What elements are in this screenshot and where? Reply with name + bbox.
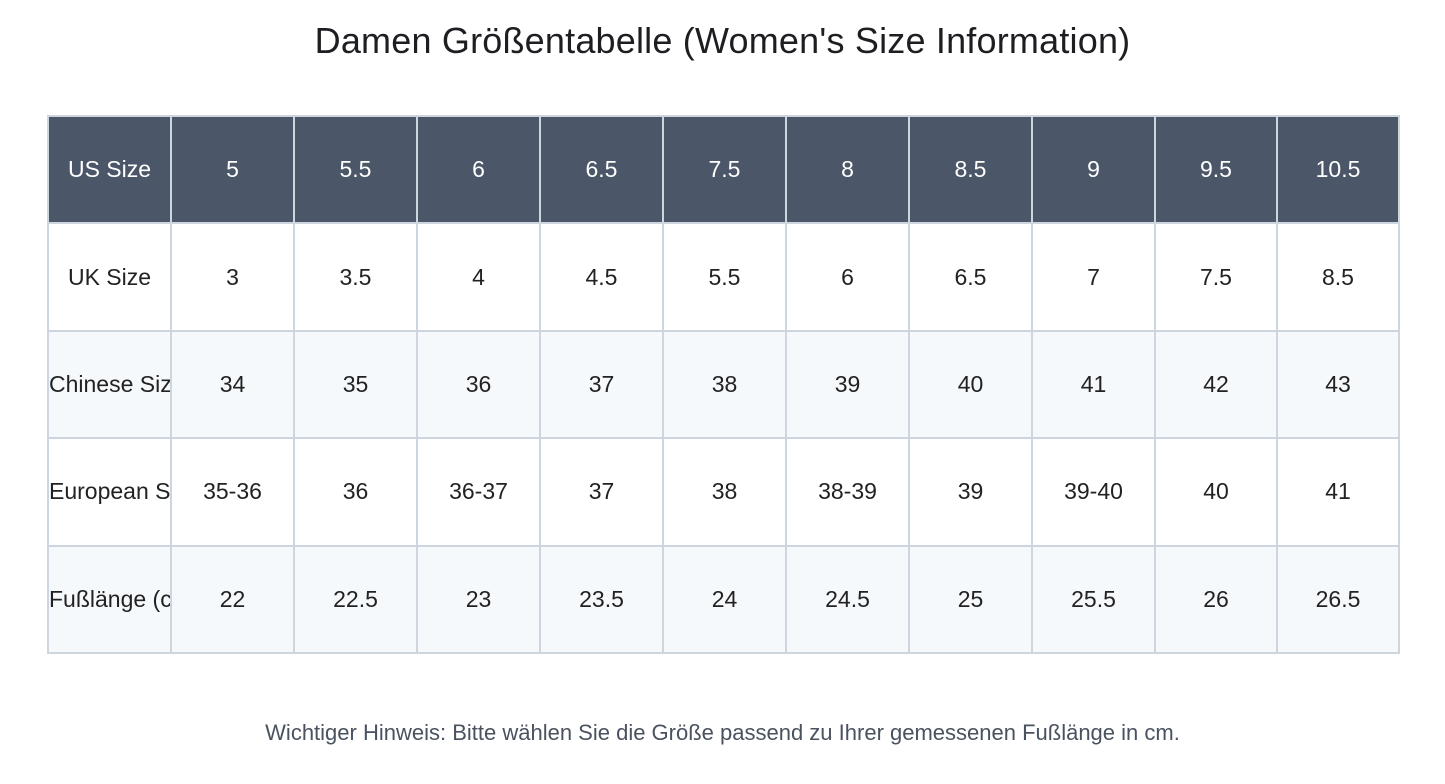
- table-cell: 38-39: [785, 437, 910, 547]
- table-cell: 37: [539, 437, 664, 547]
- row-label-chinese-size: Chinese Size: [47, 329, 172, 440]
- table-cell: 38: [662, 329, 787, 440]
- table-cell: 35: [293, 329, 418, 440]
- page-title: Damen Größentabelle (Women's Size Inform…: [314, 20, 1131, 61]
- table-cell: 10.5: [1276, 114, 1400, 225]
- table-cell: 22.5: [293, 544, 418, 655]
- table-cell: 39: [785, 329, 910, 440]
- table-cell: 24: [662, 544, 787, 655]
- table-cell: 22: [170, 544, 295, 655]
- table-cell: 23.5: [539, 544, 664, 655]
- table-cell: 36: [293, 437, 418, 547]
- table-cell: 9: [1031, 114, 1156, 225]
- table-cell: 5.5: [662, 222, 787, 332]
- table-cell: 6.5: [539, 114, 664, 225]
- table-row-us-size: US Size 5 5.5 6 6.5 7.5 8 8.5 9 9.5 10.5: [47, 114, 1400, 225]
- table-cell: 3.5: [293, 222, 418, 332]
- table-cell: 3: [170, 222, 295, 332]
- table-cell: 37: [539, 329, 664, 440]
- table-cell: 36-37: [416, 437, 541, 547]
- table-cell: 41: [1276, 437, 1400, 547]
- table-cell: 4: [416, 222, 541, 332]
- table-cell: 26.5: [1276, 544, 1400, 655]
- table-cell: 5: [170, 114, 295, 225]
- table-cell: 40: [1154, 437, 1278, 547]
- table-cell: 41: [1031, 329, 1156, 440]
- table-cell: 6: [785, 222, 910, 332]
- table-cell: 8.5: [1276, 222, 1400, 332]
- row-label-uk-size: UK Size: [47, 222, 172, 332]
- table-cell: 5.5: [293, 114, 418, 225]
- table-cell: 8.5: [908, 114, 1033, 225]
- table-cell: 43: [1276, 329, 1400, 440]
- table-row-uk-size: UK Size 3 3.5 4 4.5 5.5 6 6.5 7 7.5 8.5: [47, 222, 1400, 332]
- table-cell: 8: [785, 114, 910, 225]
- table-cell: 39: [908, 437, 1033, 547]
- table-cell: 26: [1154, 544, 1278, 655]
- row-label-foot-length: Fußlänge (cm): [47, 544, 172, 655]
- table-cell: 35-36: [170, 437, 295, 547]
- table-cell: 4.5: [539, 222, 664, 332]
- table-cell: 40: [908, 329, 1033, 440]
- table-cell: 34: [170, 329, 295, 440]
- table-cell: 6: [416, 114, 541, 225]
- table-cell: 7: [1031, 222, 1156, 332]
- table-cell: 36: [416, 329, 541, 440]
- table-cell: 7.5: [662, 114, 787, 225]
- table-cell: 39-40: [1031, 437, 1156, 547]
- table-cell: 42: [1154, 329, 1278, 440]
- size-table: US Size 5 5.5 6 6.5 7.5 8 8.5 9 9.5 10.5…: [47, 114, 1400, 655]
- table-cell: 6.5: [908, 222, 1033, 332]
- table-cell: 25: [908, 544, 1033, 655]
- table-cell: 7.5: [1154, 222, 1278, 332]
- table-cell: 38: [662, 437, 787, 547]
- table-cell: 24.5: [785, 544, 910, 655]
- table-cell: 25.5: [1031, 544, 1156, 655]
- table-row-european-size: European Size 35-36 36 36-37 37 38 38-39…: [47, 437, 1400, 547]
- row-label-european-size: European Size: [47, 437, 172, 547]
- important-note: Wichtiger Hinweis: Bitte wählen Sie die …: [265, 720, 1180, 745]
- table-cell: 9.5: [1154, 114, 1278, 225]
- table-cell: 23: [416, 544, 541, 655]
- table-row-foot-length: Fußlänge (cm) 22 22.5 23 23.5 24 24.5 25…: [47, 544, 1400, 655]
- size-table-container: US Size 5 5.5 6 6.5 7.5 8 8.5 9 9.5 10.5…: [47, 114, 1400, 655]
- row-label-us-size: US Size: [47, 114, 172, 225]
- table-row-chinese-size: Chinese Size 34 35 36 37 38 39 40 41 42 …: [47, 329, 1400, 440]
